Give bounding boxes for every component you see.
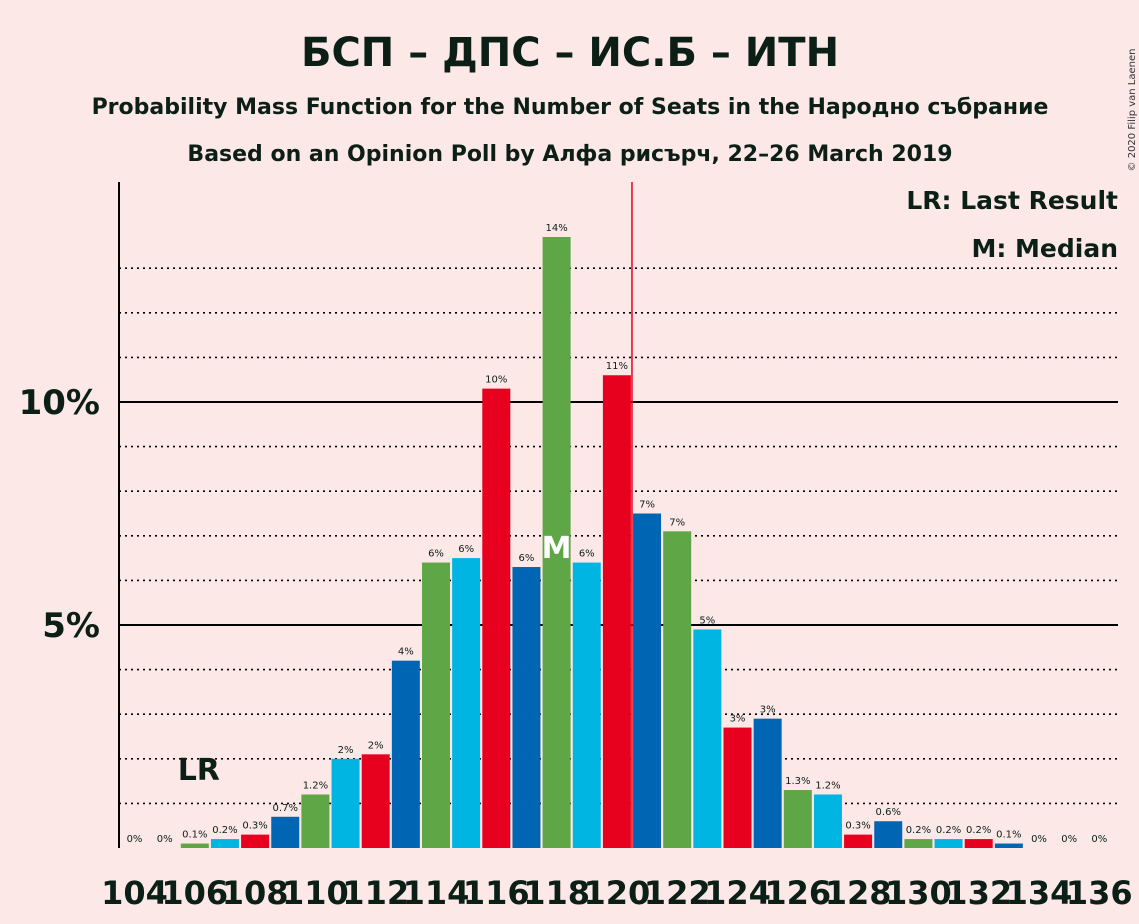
bar-label-131: 0.2% <box>936 825 961 836</box>
bar-label-113: 4% <box>398 647 414 658</box>
bar-label-107: 0.2% <box>212 825 237 836</box>
bar-128 <box>844 834 873 848</box>
legend-median: M: Median <box>971 234 1118 263</box>
x-tick-132: 132 <box>945 874 1012 912</box>
chart-title: БСП – ДПС – ИС.Б – ИТН <box>301 30 839 76</box>
bar-label-127: 1.2% <box>815 780 840 791</box>
bar-label-119: 6% <box>579 549 595 560</box>
bar-113 <box>391 660 420 848</box>
bar-label-125: 3% <box>760 705 776 716</box>
bar-label-112: 2% <box>368 740 384 751</box>
bar-114 <box>422 562 450 848</box>
bar-127 <box>813 794 842 848</box>
bar-label-123: 5% <box>699 615 715 626</box>
bar-106 <box>180 843 209 848</box>
x-tick-120: 120 <box>584 874 651 912</box>
bar-131 <box>934 839 963 848</box>
bar-129 <box>874 821 903 848</box>
bar-label-117: 6% <box>519 553 535 564</box>
bar-130 <box>904 839 933 848</box>
chart-subtitle-1: Probability Mass Function for the Number… <box>92 95 1049 120</box>
bar-115 <box>452 558 481 848</box>
median-marker: M <box>542 531 572 566</box>
x-tick-134: 134 <box>1006 874 1073 912</box>
bar-label-130: 0.2% <box>906 825 931 836</box>
bar-109 <box>271 816 300 848</box>
x-tick-130: 130 <box>885 874 952 912</box>
bar-111 <box>331 758 360 848</box>
bar-107 <box>210 839 239 848</box>
bar-label-116: 10% <box>485 375 507 386</box>
bar-label-135: 0% <box>1061 834 1077 845</box>
last-result-marker: LR <box>178 753 220 788</box>
copyright-note: © 2020 Filip van Laenen <box>1127 49 1138 172</box>
x-tick-108: 108 <box>222 874 289 912</box>
x-tick-104: 104 <box>101 874 168 912</box>
bar-label-104: 0% <box>127 834 143 845</box>
x-tick-labels: 1041061081101121141161181201221241261281… <box>101 874 1133 912</box>
bar-110 <box>301 794 330 848</box>
bar-label-120: 11% <box>606 361 628 372</box>
x-tick-128: 128 <box>825 874 892 912</box>
bar-133 <box>994 843 1023 848</box>
x-tick-116: 116 <box>463 874 530 912</box>
bar-123 <box>693 629 722 848</box>
bar-label-110: 1.2% <box>303 780 328 791</box>
x-tick-122: 122 <box>644 874 711 912</box>
bar-label-108: 0.3% <box>242 821 267 832</box>
legend-last-result: LR: Last Result <box>906 186 1118 215</box>
bar-label-115: 6% <box>458 544 474 555</box>
x-tick-126: 126 <box>764 874 831 912</box>
bar-121 <box>633 513 662 848</box>
bar-label-132: 0.2% <box>966 825 991 836</box>
bar-126 <box>783 790 812 848</box>
bar-119 <box>572 562 601 848</box>
bar-117 <box>512 567 541 848</box>
x-tick-124: 124 <box>704 874 771 912</box>
bar-label-129: 0.6% <box>876 807 901 818</box>
bar-108 <box>241 834 270 848</box>
bar-116 <box>482 388 511 848</box>
chart-subtitle-2: Based on an Opinion Poll by Алфа рисърч,… <box>187 142 952 167</box>
bar-label-109: 0.7% <box>273 803 298 814</box>
bar-label-136: 0% <box>1091 834 1107 845</box>
bar-132 <box>964 839 993 848</box>
bar-label-126: 1.3% <box>785 776 810 787</box>
bar-label-121: 7% <box>639 500 655 511</box>
x-tick-110: 110 <box>282 874 349 912</box>
bar-label-106: 0.1% <box>182 830 207 841</box>
y-tick-10: 10% <box>19 383 100 423</box>
bar-122 <box>663 531 692 848</box>
bar-124 <box>723 727 752 848</box>
bar-label-114: 6% <box>428 549 444 560</box>
x-tick-106: 106 <box>161 874 228 912</box>
x-tick-118: 118 <box>523 874 590 912</box>
bar-label-124: 3% <box>730 714 746 725</box>
x-tick-136: 136 <box>1066 874 1133 912</box>
bar-118 <box>542 236 571 849</box>
x-tick-112: 112 <box>342 874 409 912</box>
bar-112 <box>361 754 390 848</box>
bar-label-133: 0.1% <box>996 830 1021 841</box>
bar-label-118: 14% <box>545 223 567 234</box>
bar-120 <box>602 375 631 848</box>
y-tick-5: 5% <box>42 606 100 646</box>
bar-label-111: 2% <box>338 745 354 756</box>
bar-125 <box>753 718 782 848</box>
bar-label-128: 0.3% <box>845 821 870 832</box>
bar-labels: 0% 0% 0.1% 0.2% 0.3% 0.7% 1.2% 2% 2% 4% 6% 6% 10% 6% 1… <box>127 223 1108 845</box>
bar-label-134: 0% <box>1031 834 1047 845</box>
y-tick-labels: 5% 10% <box>19 383 100 646</box>
bar-label-122: 7% <box>669 517 685 528</box>
bars <box>180 236 1023 849</box>
bar-label-105: 0% <box>157 834 173 845</box>
x-tick-114: 114 <box>403 874 470 912</box>
